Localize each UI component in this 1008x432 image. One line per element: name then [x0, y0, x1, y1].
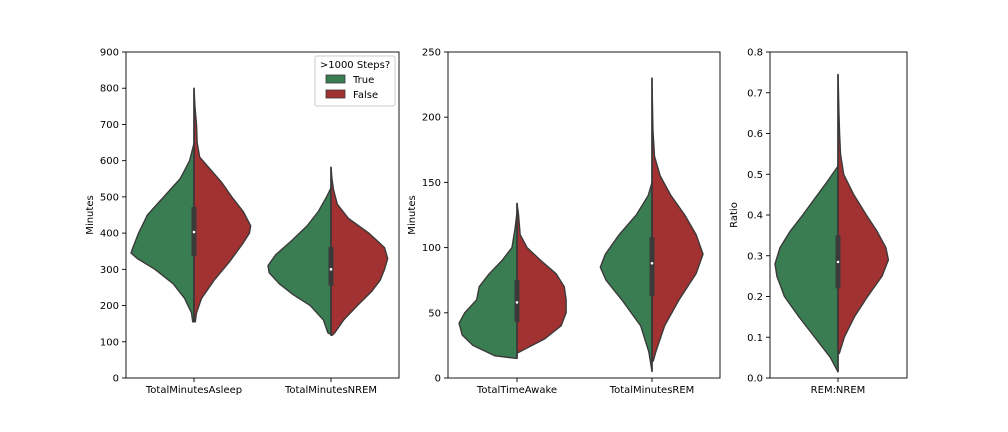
legend: >1000 Steps? True False — [314, 55, 396, 107]
violin-half-true-TotalMinutesREM — [599, 181, 653, 373]
y-tick-label: 600 — [100, 156, 119, 167]
iqr-box-TotalTimeAwake — [514, 280, 520, 322]
y-tick-label: 700 — [100, 120, 119, 131]
y-tick-label: 0.0 — [747, 374, 763, 385]
x-tick-label: TotalMinutesNREM — [284, 385, 377, 396]
x-tick-label: TotalMinutesREM — [609, 385, 695, 396]
legend-swatch-false — [325, 89, 346, 99]
axes-frame — [125, 51, 400, 379]
y-tick-label: 200 — [100, 301, 119, 312]
y-tick-label: 0.3 — [747, 251, 763, 262]
y-tick-label: 0.1 — [747, 333, 763, 344]
y-axis-label: Ratio — [729, 202, 740, 228]
legend-entry-false: False — [353, 90, 378, 101]
median-point-TotalMinutesNREM — [329, 268, 333, 271]
y-tick-label: 100 — [100, 337, 119, 348]
violin-half-true-REM:NREM — [774, 165, 839, 373]
violin-half-true-TotalTimeAwake — [458, 211, 518, 360]
y-tick-label: 0.6 — [747, 129, 763, 140]
chart-panel-2: 0 50 100 150 200 250 TotalTimeAwake TotalMinute… — [407, 48, 721, 396]
y-tick-label: 200 — [422, 113, 441, 124]
y-tick-label: 50 — [428, 308, 441, 319]
chart-panel-1: 0 100 200 300 400 500 600 700 800 900 TotalMinutes… — [85, 48, 400, 396]
y-tick-label: 0 — [435, 374, 441, 385]
median-point-TotalMinutesAsleep — [192, 230, 196, 234]
y-tick-label: 0.7 — [747, 88, 763, 99]
legend-entry-true: True — [352, 75, 374, 86]
violin-half-true-TotalMinutesAsleep — [130, 142, 195, 323]
violin-half-false-TotalMinutesREM — [651, 77, 704, 362]
y-tick-label: 150 — [422, 178, 441, 189]
x-tick-label: TotalTimeAwake — [476, 385, 557, 396]
x-tick-label: REM:NREM — [811, 385, 866, 396]
y-tick-label: 0.5 — [747, 170, 763, 181]
y-tick-label: 800 — [100, 84, 119, 95]
violin-half-false-REM:NREM — [837, 73, 890, 355]
y-tick-label: 0 — [113, 374, 119, 385]
median-point-REM:NREM — [836, 260, 840, 264]
median-point-TotalTimeAwake — [515, 301, 519, 304]
y-tick-label: 0.8 — [747, 48, 763, 59]
violin-half-false-TotalMinutesNREM — [330, 166, 389, 336]
y-tick-label: 300 — [100, 265, 119, 276]
y-axis-label: Minutes — [85, 195, 96, 234]
y-tick-label: 250 — [422, 48, 441, 59]
violin-half-false-TotalMinutesAsleep — [193, 87, 252, 323]
y-tick-label: 900 — [100, 48, 119, 59]
violin-half-true-TotalMinutesNREM — [267, 187, 332, 336]
median-point-TotalMinutesREM — [650, 261, 654, 265]
y-tick-label: 100 — [422, 243, 441, 254]
legend-title: >1000 Steps? — [320, 60, 390, 71]
y-tick-label: 0.4 — [747, 211, 763, 222]
y-axis-label: Minutes — [407, 195, 418, 234]
legend-swatch-true — [325, 74, 346, 84]
y-tick-label: 0.2 — [747, 292, 763, 303]
violin-half-false-TotalTimeAwake — [516, 202, 567, 354]
x-tick-label: TotalMinutesAsleep — [145, 385, 242, 396]
axes-frame — [447, 51, 721, 379]
iqr-box-TotalMinutesNREM — [328, 246, 334, 286]
y-tick-label: 400 — [100, 229, 119, 240]
y-tick-label: 500 — [100, 192, 119, 203]
chart-panel-3: 0.0 0.1 0.2 0.3 0.4 0.5 0.6 0.7 0.8 REM:NREM Ratio — [729, 48, 908, 396]
iqr-box-TotalMinutesREM — [649, 237, 655, 296]
